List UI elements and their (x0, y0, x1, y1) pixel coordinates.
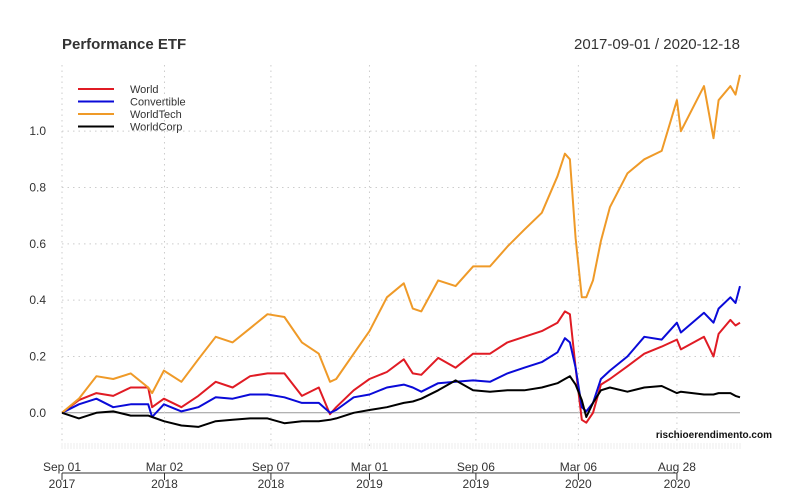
x-axis: Sep 01 2017 Mar 02 2018 Sep 07 2018 Mar 01 2019… (43, 443, 741, 491)
x-tick-label: Mar 02 (146, 460, 184, 474)
y-tick-label: 0.6 (29, 237, 46, 251)
x-tick-label: Sep 07 (252, 460, 290, 474)
x-tick-year: 2020 (664, 477, 691, 491)
x-tick-year: 2018 (151, 477, 178, 491)
series-line-worldcorp (61, 375, 741, 428)
x-tick-year: 2018 (258, 477, 285, 491)
x-tick-year: 2019 (463, 477, 490, 491)
y-tick-label: 0.4 (29, 293, 46, 307)
legend-label: World (130, 84, 159, 96)
chart-title: Performance ETF (62, 36, 187, 53)
x-tick-label: Mar 01 (351, 460, 389, 474)
x-tick-year: 2019 (356, 477, 383, 491)
legend-label: Convertible (130, 97, 186, 109)
y-axis: 0.0 0.2 0.4 0.6 0.8 1.0 (29, 124, 46, 420)
x-tick-label: Mar 06 (560, 460, 598, 474)
series-line-worldtech (61, 74, 741, 414)
y-tick-label: 1.0 (29, 124, 46, 138)
y-tick-label: 0.8 (29, 181, 46, 195)
legend-label: WorldCorp (130, 122, 182, 134)
x-tick-year: 2020 (565, 477, 592, 491)
y-tick-label: 0.0 (29, 406, 46, 420)
series-lines (61, 74, 741, 428)
y-tick-label: 0.2 (29, 349, 46, 363)
x-tick-label: Sep 01 (43, 460, 81, 474)
date-range: 2017-09-01 / 2020-12-18 (574, 36, 740, 53)
series-line-convertible (61, 285, 741, 418)
credit-text: rischioerendimento.com (655, 430, 772, 441)
legend-label: WorldTech (130, 109, 182, 121)
x-tick-label: Sep 06 (457, 460, 495, 474)
x-tick-year: 2017 (49, 477, 76, 491)
x-tick-label: Aug 28 (658, 460, 696, 474)
series-line-world (61, 310, 741, 424)
